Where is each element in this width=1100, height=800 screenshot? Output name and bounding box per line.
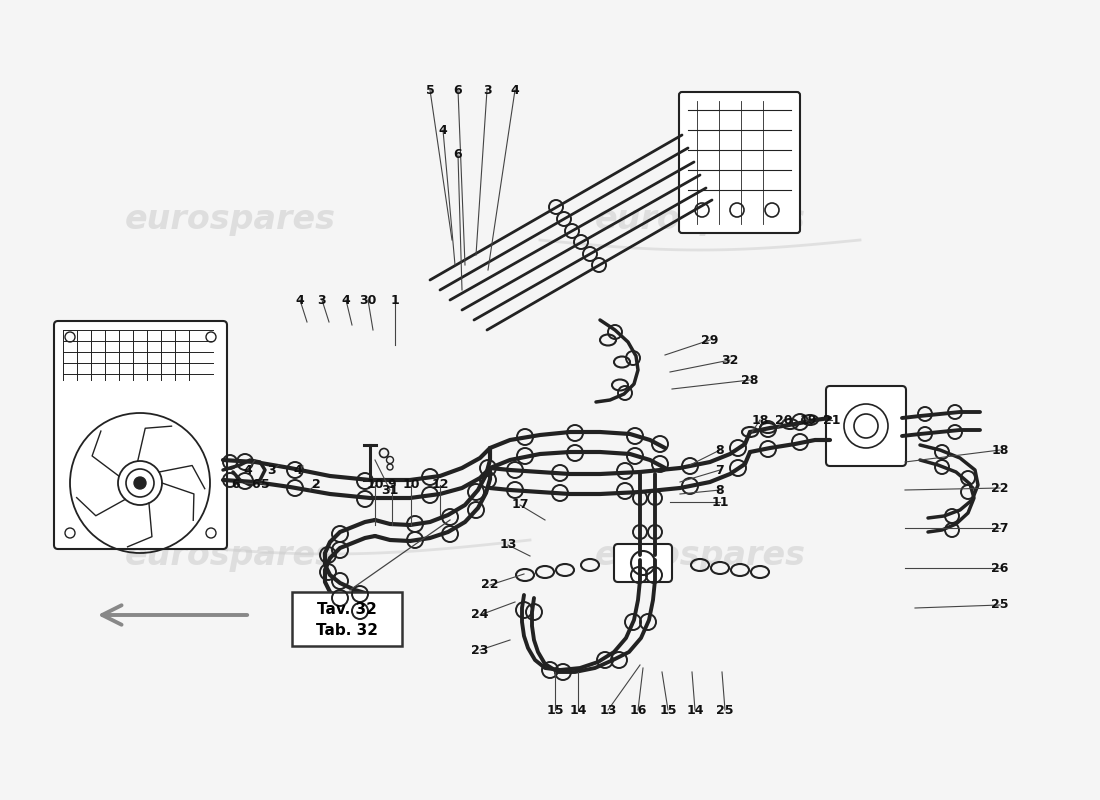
Text: 3: 3: [318, 294, 327, 306]
Text: 18: 18: [991, 443, 1009, 457]
FancyBboxPatch shape: [679, 92, 800, 233]
Text: 4: 4: [294, 463, 302, 477]
Text: 31: 31: [382, 483, 398, 497]
Text: 6: 6: [252, 478, 261, 490]
Text: 6: 6: [453, 83, 462, 97]
Text: eurospares: eurospares: [124, 203, 336, 237]
Text: 23: 23: [471, 643, 488, 657]
Text: 9: 9: [387, 478, 396, 491]
Text: 14: 14: [570, 703, 586, 717]
Text: 4: 4: [243, 463, 252, 477]
FancyBboxPatch shape: [614, 544, 672, 582]
Text: 14: 14: [686, 703, 704, 717]
Text: 4: 4: [296, 294, 305, 306]
Text: 26: 26: [991, 562, 1009, 574]
Text: 19: 19: [800, 414, 816, 426]
Text: 13: 13: [499, 538, 517, 551]
FancyBboxPatch shape: [292, 592, 402, 646]
Text: 4: 4: [439, 123, 448, 137]
Circle shape: [134, 477, 146, 489]
Text: 21: 21: [823, 414, 840, 426]
Text: eurospares: eurospares: [594, 538, 805, 571]
Text: 30: 30: [360, 294, 376, 306]
Text: 18: 18: [751, 414, 769, 426]
Text: 4: 4: [342, 294, 351, 306]
Text: 16: 16: [629, 703, 647, 717]
Text: eurospares: eurospares: [124, 538, 336, 571]
Text: 3: 3: [483, 83, 492, 97]
Text: 15: 15: [659, 703, 676, 717]
Text: 12: 12: [431, 478, 449, 491]
FancyBboxPatch shape: [826, 386, 906, 466]
Text: 28: 28: [741, 374, 759, 386]
Text: eurospares: eurospares: [594, 203, 805, 237]
Text: 1: 1: [390, 294, 399, 306]
Text: 11: 11: [712, 495, 728, 509]
Text: 6: 6: [232, 478, 240, 490]
Text: 29: 29: [702, 334, 718, 346]
Text: 5: 5: [261, 478, 270, 490]
FancyBboxPatch shape: [54, 321, 227, 549]
Text: 7: 7: [716, 463, 725, 477]
Text: 32: 32: [722, 354, 739, 366]
Text: 20: 20: [776, 414, 793, 426]
Text: 15: 15: [547, 703, 563, 717]
Text: 3: 3: [267, 463, 276, 477]
Text: Tav. 32: Tav. 32: [317, 602, 377, 617]
Text: 8: 8: [716, 443, 724, 457]
Text: 24: 24: [471, 609, 488, 622]
Text: Tab. 32: Tab. 32: [316, 623, 378, 638]
Text: 5: 5: [426, 83, 434, 97]
Text: 4: 4: [510, 83, 519, 97]
Text: 25: 25: [716, 703, 734, 717]
Text: 17: 17: [512, 498, 529, 511]
Text: 10: 10: [366, 478, 384, 491]
Text: 27: 27: [991, 522, 1009, 534]
Text: 22: 22: [991, 482, 1009, 494]
Text: 8: 8: [716, 483, 724, 497]
Text: 25: 25: [991, 598, 1009, 611]
Text: 6: 6: [453, 149, 462, 162]
Text: 10: 10: [403, 478, 420, 491]
Text: 13: 13: [600, 703, 617, 717]
Text: 2: 2: [311, 478, 320, 490]
Circle shape: [126, 469, 154, 497]
Text: 22: 22: [482, 578, 498, 591]
